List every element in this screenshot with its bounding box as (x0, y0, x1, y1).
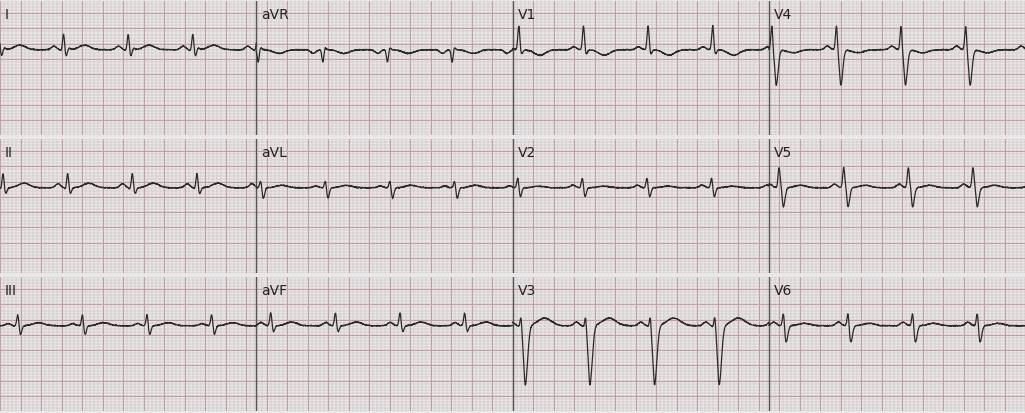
Text: aVR: aVR (261, 7, 289, 21)
Text: V3: V3 (518, 283, 536, 297)
Text: I: I (5, 7, 9, 21)
Text: V5: V5 (774, 145, 792, 159)
Text: V1: V1 (518, 7, 536, 21)
Text: II: II (5, 145, 13, 159)
Text: V2: V2 (518, 145, 536, 159)
Text: aVF: aVF (261, 283, 287, 297)
Text: V4: V4 (774, 7, 792, 21)
Text: III: III (5, 283, 17, 297)
Text: V6: V6 (774, 283, 792, 297)
Text: aVL: aVL (261, 145, 287, 159)
